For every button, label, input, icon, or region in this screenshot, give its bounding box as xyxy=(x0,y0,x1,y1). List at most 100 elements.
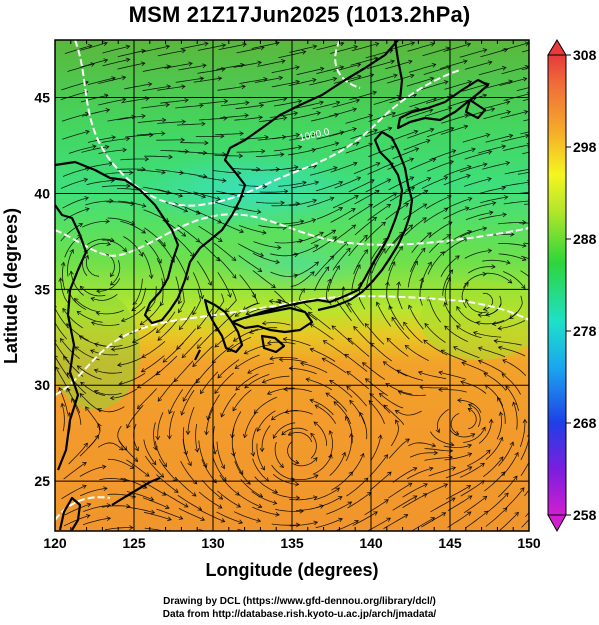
streamline xyxy=(247,362,274,374)
streamline-arrowhead xyxy=(109,395,115,401)
streamline xyxy=(468,266,496,274)
streamline xyxy=(142,65,171,72)
streamline xyxy=(521,49,529,53)
streamline-arrowhead xyxy=(236,503,242,508)
streamline xyxy=(199,509,225,522)
streamline-arrowhead xyxy=(339,41,345,47)
streamline xyxy=(328,430,334,459)
streamline xyxy=(294,261,319,277)
colorbar-top-arrow xyxy=(547,39,567,56)
streamline xyxy=(501,452,519,476)
streamline-arrowhead xyxy=(261,532,265,536)
streamline xyxy=(252,270,276,288)
streamline-arrowhead xyxy=(293,111,299,116)
streamline xyxy=(438,371,467,380)
streamline xyxy=(269,112,298,118)
streamline-arrowhead xyxy=(390,145,396,151)
streamline xyxy=(483,111,511,120)
streamline xyxy=(354,216,377,236)
streamline-arrowhead xyxy=(122,147,127,153)
streamline-arrowhead xyxy=(187,461,192,467)
streamline xyxy=(216,511,243,524)
streamline-arrowhead xyxy=(387,471,392,477)
streamline xyxy=(346,74,374,83)
streamline-arrowhead xyxy=(335,487,341,492)
streamline-arrowhead xyxy=(120,317,126,323)
streamline xyxy=(330,208,356,223)
streamline xyxy=(283,338,311,347)
streamline xyxy=(234,354,260,369)
streamline-arrowhead xyxy=(104,144,110,150)
streamline-arrowhead xyxy=(309,398,315,404)
streamline-arrowhead xyxy=(396,281,401,286)
streamline xyxy=(464,178,492,187)
streamline xyxy=(87,136,116,143)
streamline xyxy=(251,428,257,457)
streamline xyxy=(504,168,529,175)
streamline-arrowhead xyxy=(397,390,403,395)
streamline xyxy=(388,438,410,459)
streamline xyxy=(231,168,260,170)
streamline-arrowhead xyxy=(487,177,492,182)
streamline-arrowhead xyxy=(86,502,92,508)
y-tick-label: 40 xyxy=(34,185,50,201)
streamline xyxy=(55,321,68,340)
streamline xyxy=(500,111,528,119)
streamline xyxy=(169,411,175,439)
streamline xyxy=(110,260,121,286)
streamline-arrowhead xyxy=(251,293,256,299)
streamline xyxy=(292,457,318,467)
streamline-arrowhead xyxy=(486,449,491,455)
map-title: MSM 21Z17Jun2025 (1013.2hPa) xyxy=(128,2,471,27)
streamline xyxy=(478,360,504,374)
streamline xyxy=(330,46,358,54)
streamline-arrowhead xyxy=(297,145,303,150)
streamline xyxy=(520,461,529,477)
streamline xyxy=(66,388,81,414)
streamline xyxy=(237,243,264,257)
streamline xyxy=(267,387,295,395)
streamline-arrowhead xyxy=(482,48,488,53)
streamline xyxy=(61,112,89,122)
streamline-arrowhead xyxy=(196,344,202,349)
streamline-arrowhead xyxy=(141,113,146,119)
streamline xyxy=(292,112,321,119)
streamline xyxy=(131,287,147,312)
streamline-arrowhead xyxy=(301,49,307,55)
streamline-arrowhead xyxy=(185,430,191,436)
streamline xyxy=(316,496,343,508)
streamline-arrowhead xyxy=(382,361,388,366)
streamline-arrowhead xyxy=(216,196,221,201)
streamline-arrowhead xyxy=(241,536,245,540)
streamline-arrowhead xyxy=(472,331,478,336)
streamline-arrowhead xyxy=(451,466,457,471)
streamline xyxy=(98,76,126,84)
streamline xyxy=(67,63,95,72)
streamline xyxy=(117,356,145,366)
streamline xyxy=(80,487,108,497)
colorbar-gradient xyxy=(547,54,567,516)
streamline-arrowhead xyxy=(161,169,166,175)
streamline xyxy=(269,299,291,305)
streamline-arrowhead xyxy=(375,301,381,307)
streamline-arrowhead xyxy=(300,288,305,293)
streamline-arrowhead xyxy=(84,196,89,201)
streamline xyxy=(81,221,110,228)
streamline-arrowhead xyxy=(522,243,527,248)
streamline-arrowhead xyxy=(393,73,398,79)
streamline xyxy=(345,433,352,462)
streamline-arrowhead xyxy=(138,252,144,257)
streamline-arrowhead xyxy=(502,507,508,512)
streamline xyxy=(234,302,260,317)
streamline xyxy=(364,499,389,516)
streamline xyxy=(368,146,395,158)
streamline-arrowhead xyxy=(429,127,435,133)
streamline xyxy=(427,160,454,172)
streamline-arrowhead xyxy=(408,224,414,229)
streamline xyxy=(271,523,300,526)
streamline xyxy=(347,492,372,509)
streamline-arrowhead xyxy=(244,113,249,118)
streamline-arrowhead xyxy=(239,228,245,234)
streamline-arrowhead xyxy=(504,492,509,498)
streamline-arrowhead xyxy=(147,82,153,87)
